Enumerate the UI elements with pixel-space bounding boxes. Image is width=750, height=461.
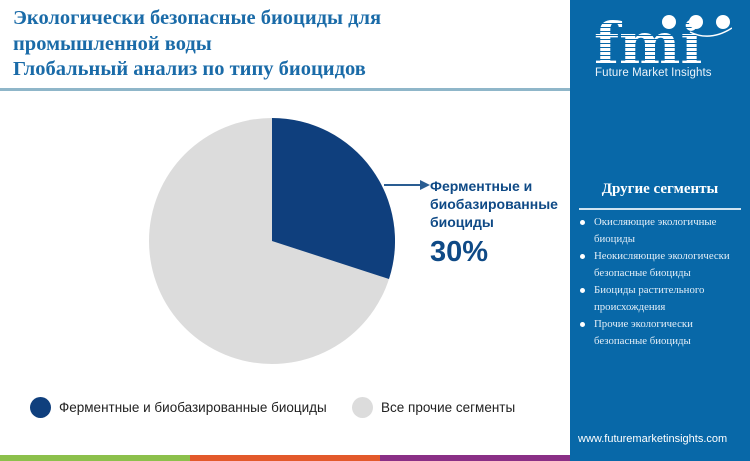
segment-label: Биоциды растительного происхождения <box>594 284 705 313</box>
bullet-icon <box>580 322 585 327</box>
segment-item: Неокисляющие экологически безопасные био… <box>578 248 746 282</box>
sidebar-divider <box>579 208 741 210</box>
segment-item: Биоциды растительного происхождения <box>578 282 746 316</box>
callout-label-3: биоциды <box>430 214 494 230</box>
segment-label: Прочие экологически безопасные биоциды <box>594 318 693 347</box>
footer-stripe-purple <box>380 455 570 461</box>
callout-label-1: Ферментные и <box>430 178 533 194</box>
website-link[interactable]: www.futuremarketinsights.com <box>578 433 728 445</box>
footer-stripe-green <box>0 455 190 461</box>
legend-item-enzymatic: Ферментные и биобазированные биоциды <box>30 396 352 418</box>
pie-slice-enzymatic <box>272 118 395 279</box>
chart-title: Экологически безопасные биоциды для пром… <box>13 6 563 83</box>
segment-item: Окисляющие экологичные биоциды <box>578 214 746 248</box>
callout-label-2: биобазированные <box>430 196 558 212</box>
logo-subtitle: Future Market Insights <box>595 67 712 79</box>
legend-swatch-grey-icon <box>352 396 373 418</box>
title-divider <box>0 88 570 91</box>
bullet-icon <box>580 220 585 225</box>
legend-label: Все прочие сегменты <box>381 399 516 415</box>
legend-item-other: Все прочие сегменты <box>352 396 516 418</box>
other-segments-heading: Другие сегменты <box>601 181 719 197</box>
title-line-3: Глобальный анализ по типу биоцидов <box>13 58 366 80</box>
callout-arrow-icon <box>384 180 430 190</box>
title-line-1: Экологически безопасные биоциды для <box>13 7 382 29</box>
svg-text:fmi: fmi <box>594 10 702 70</box>
slice-callout: Ферментные и биобазированные биоциды 30% <box>430 177 570 269</box>
segment-label: Окисляющие экологичные биоциды <box>594 216 717 245</box>
legend-swatch-dark-icon <box>30 396 51 418</box>
bullet-icon <box>580 254 585 259</box>
sidebar: fmi Future Market Insights Другие сегмен… <box>570 0 750 461</box>
title-line-2: промышленной воды <box>13 32 212 55</box>
callout-percent: 30% <box>430 236 489 268</box>
segment-label: Неокисляющие экологически безопасные био… <box>594 250 730 279</box>
pie-chart <box>149 118 395 364</box>
chart-legend: Ферментные и биобазированные биоциды Все… <box>30 396 515 418</box>
other-segments-list: Окисляющие экологичные биоциды Неокисляю… <box>578 214 746 350</box>
segment-item: Прочие экологически безопасные биоциды <box>578 316 746 350</box>
legend-label: Ферментные и биобазированные биоциды <box>59 399 327 415</box>
footer-stripe-orange <box>190 455 380 461</box>
bullet-icon <box>580 288 585 293</box>
chart-panel: Экологически безопасные биоциды для пром… <box>0 6 570 461</box>
fmi-logo-icon: fmi <box>594 10 732 70</box>
